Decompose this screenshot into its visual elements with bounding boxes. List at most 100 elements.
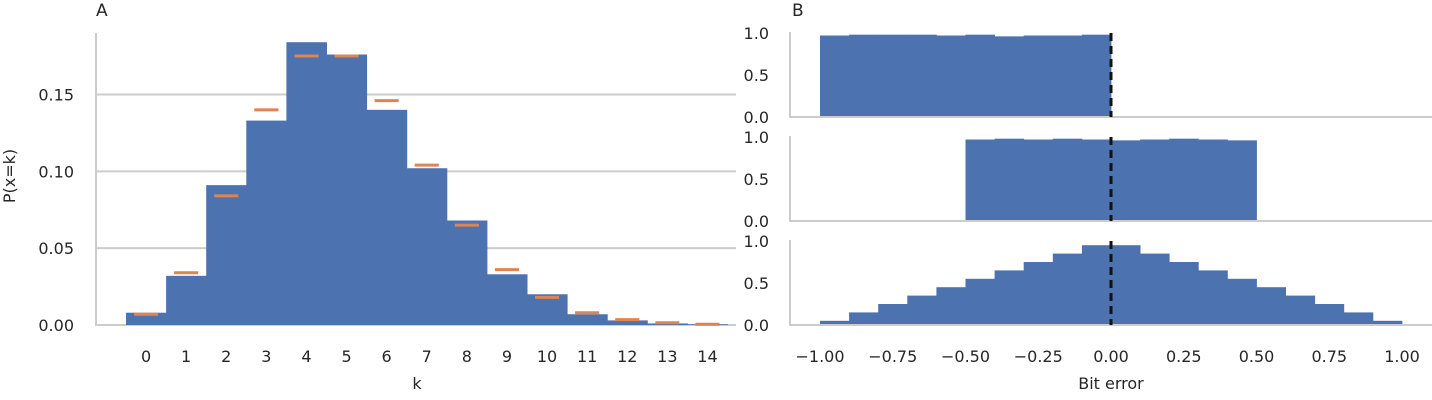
histogram-bar bbox=[1052, 253, 1083, 325]
y-tick-label: 0.10 bbox=[38, 162, 74, 181]
y-tick-label: 0.05 bbox=[38, 239, 74, 258]
histogram-bar bbox=[1140, 139, 1170, 221]
histogram-bar bbox=[878, 304, 908, 325]
histogram-bar bbox=[965, 278, 995, 325]
histogram-bar bbox=[1256, 287, 1286, 325]
histogram-bar bbox=[994, 270, 1025, 325]
y-tick-label: 0.5 bbox=[744, 170, 769, 189]
x-tick-label: 12 bbox=[617, 347, 637, 366]
y-tick-label: 0.5 bbox=[744, 66, 769, 85]
bar bbox=[206, 185, 247, 325]
histogram-bar bbox=[1081, 34, 1112, 117]
y-tick-label: 0.0 bbox=[744, 212, 769, 231]
histogram-bar bbox=[1052, 35, 1083, 117]
histogram-bar bbox=[1227, 140, 1257, 221]
histogram-bar bbox=[1198, 139, 1228, 221]
x-tick-label: 0.00 bbox=[1093, 347, 1129, 366]
histogram-bar bbox=[936, 35, 966, 117]
histogram-bar bbox=[1023, 262, 1054, 325]
x-tick-label: −0.50 bbox=[941, 347, 990, 366]
histogram-bar bbox=[1314, 304, 1345, 325]
x-tick-label: 9 bbox=[502, 347, 512, 366]
histogram-bar bbox=[965, 139, 995, 221]
bar bbox=[366, 109, 408, 325]
bar bbox=[607, 320, 648, 325]
bar bbox=[126, 312, 167, 325]
y-tick-label: 0.15 bbox=[38, 85, 74, 104]
bar bbox=[527, 294, 568, 325]
bar bbox=[286, 42, 327, 325]
bar bbox=[567, 314, 608, 325]
y-tick-label: 0.0 bbox=[744, 316, 769, 335]
x-tick-label: 7 bbox=[422, 347, 432, 366]
histogram-bar bbox=[1198, 270, 1228, 325]
x-tick-label: 8 bbox=[462, 347, 472, 366]
panel-a-bars bbox=[126, 42, 728, 326]
bar bbox=[647, 323, 688, 325]
x-tick-label: −0.75 bbox=[868, 347, 917, 366]
y-tick-label: 0.0 bbox=[744, 108, 769, 127]
bar bbox=[446, 220, 488, 325]
panel-a-markers bbox=[134, 54, 720, 326]
panel-b-label: B bbox=[792, 1, 804, 21]
y-tick-label: 0.00 bbox=[38, 316, 74, 335]
panel-a-y-tick-labels: 0.00 0.05 0.10 0.15 bbox=[38, 85, 74, 335]
panel-b-subplot-2: 0.0 0.5 1.0 bbox=[744, 128, 1432, 231]
panel-a-y-axis-label: P(x=k) bbox=[0, 149, 19, 203]
histogram-bar bbox=[820, 320, 850, 325]
bar bbox=[406, 168, 448, 325]
panel-b: B 0.0 0.5 1.0 0.0 0.5 1.0 0.0 0.5 1.0 −1.00 −0.… bbox=[744, 1, 1432, 393]
panel-b-x-tick-labels: −1.00 −0.75 −0.50 −0.25 0.00 0.25 0.50 0.75 1.00 bbox=[795, 347, 1419, 366]
histogram-bar bbox=[1169, 138, 1199, 221]
histogram-bar bbox=[1372, 320, 1403, 325]
x-tick-label: 6 bbox=[382, 347, 392, 366]
x-tick-label: 0.50 bbox=[1239, 347, 1275, 366]
histogram-bar bbox=[907, 34, 937, 117]
histogram-bar bbox=[1111, 245, 1141, 325]
histogram-bar bbox=[1343, 312, 1374, 325]
x-tick-label: −0.25 bbox=[1014, 347, 1063, 366]
bar bbox=[486, 274, 528, 325]
panel-a-x-axis-label: k bbox=[412, 374, 422, 393]
panel-a-x-tick-labels: 0 1 2 3 4 5 6 7 8 9 10 11 12 13 14 bbox=[141, 347, 718, 366]
histogram-bar bbox=[1081, 245, 1112, 325]
x-tick-label: 13 bbox=[657, 347, 677, 366]
histogram-bar bbox=[878, 34, 908, 117]
x-tick-label: 5 bbox=[341, 347, 351, 366]
panel-b-subplot-3: 0.0 0.5 1.0 bbox=[744, 232, 1432, 335]
histogram-bar bbox=[994, 36, 1025, 117]
histogram-bar bbox=[1140, 253, 1170, 325]
x-tick-label: 14 bbox=[697, 347, 717, 366]
y-tick-label: 1.0 bbox=[744, 232, 769, 251]
histogram-bar bbox=[849, 312, 879, 325]
histogram-bar bbox=[907, 295, 937, 325]
x-tick-label: 11 bbox=[577, 347, 597, 366]
histogram-bar bbox=[820, 35, 850, 117]
y-tick-label: 1.0 bbox=[744, 24, 769, 43]
x-tick-label: 0.75 bbox=[1311, 347, 1347, 366]
histogram-bar bbox=[1285, 295, 1316, 325]
histogram-bar bbox=[1052, 138, 1083, 221]
bar bbox=[246, 120, 287, 325]
x-tick-label: 2 bbox=[221, 347, 231, 366]
panel-b-x-axis-label: Bit error bbox=[1078, 374, 1144, 393]
y-tick-label: 0.5 bbox=[744, 274, 769, 293]
histogram-bar bbox=[1227, 278, 1257, 325]
panel-a: A 0.000.050.100.15 0 1 2 3 4 5 6 7 8 9 10 11 12 13 14 … bbox=[0, 1, 736, 393]
bar bbox=[326, 54, 368, 326]
x-tick-label: −1.00 bbox=[795, 347, 844, 366]
histogram-bar bbox=[849, 34, 879, 117]
histogram-bar bbox=[1081, 139, 1112, 221]
histogram-bar bbox=[1169, 262, 1199, 325]
histogram-bar bbox=[965, 34, 995, 117]
x-tick-label: 1 bbox=[181, 347, 191, 366]
bar bbox=[166, 275, 207, 325]
x-tick-label: 10 bbox=[537, 347, 557, 366]
histogram-bar bbox=[936, 287, 966, 325]
histogram-bar bbox=[1023, 139, 1054, 221]
y-tick-label: 1.0 bbox=[744, 128, 769, 147]
histogram-bar bbox=[994, 138, 1025, 221]
x-tick-label: 0.25 bbox=[1166, 347, 1202, 366]
x-tick-label: 4 bbox=[301, 347, 311, 366]
